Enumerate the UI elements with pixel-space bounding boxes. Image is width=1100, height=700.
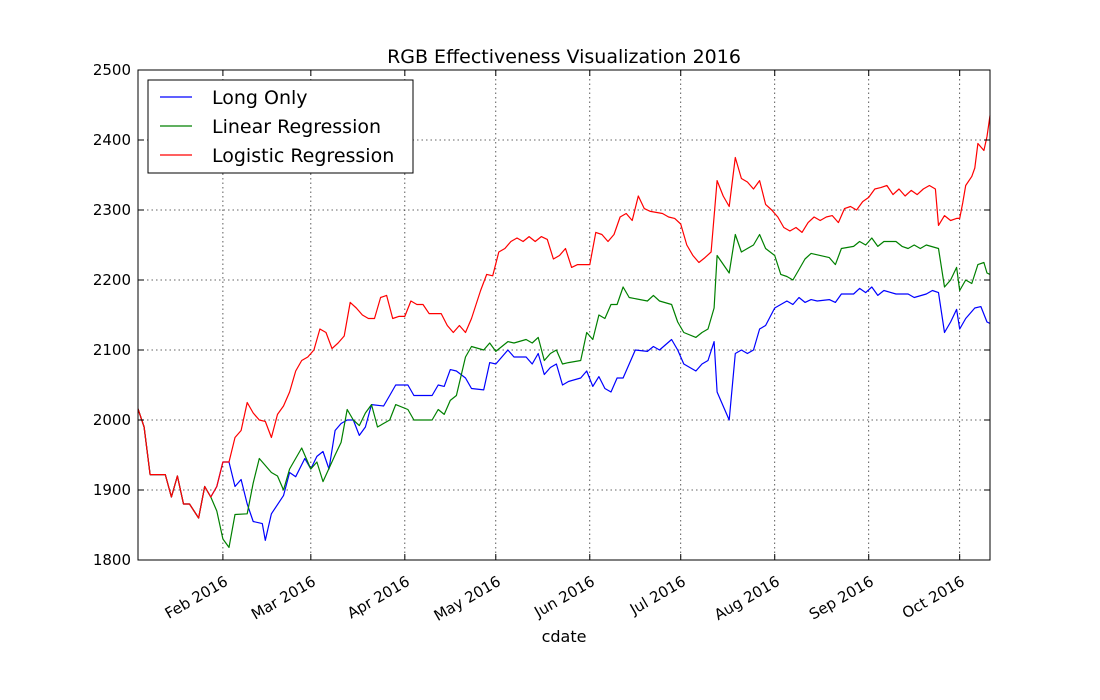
chart-title: RGB Effectiveness Visualization 2016 [387,46,741,68]
legend-label: Long Only [212,87,308,109]
plot-frame [137,69,991,561]
series-line-linear-regression [137,233,991,549]
series-line-logistic-regression [137,115,991,519]
x-axis-label: cdate [542,627,587,646]
legend-label: Linear Regression [212,116,381,138]
y-tick-label: 2300 [93,201,131,219]
y-tick-label: 2500 [93,61,131,79]
series-layer [137,115,991,549]
y-tick-label: 1800 [93,551,131,569]
legend: Long Only Linear Regression Logistic Regre… [147,79,414,174]
y-tick-label: 2000 [93,411,131,429]
legend-label: Logistic Regression [212,145,394,167]
y-tick-label: 2100 [93,341,131,359]
y-tick-label: 2200 [93,271,131,289]
y-tick-label: 2400 [93,131,131,149]
y-tick-label: 1900 [93,481,131,499]
series-line-long-only [137,286,991,542]
legend-box [147,79,414,174]
